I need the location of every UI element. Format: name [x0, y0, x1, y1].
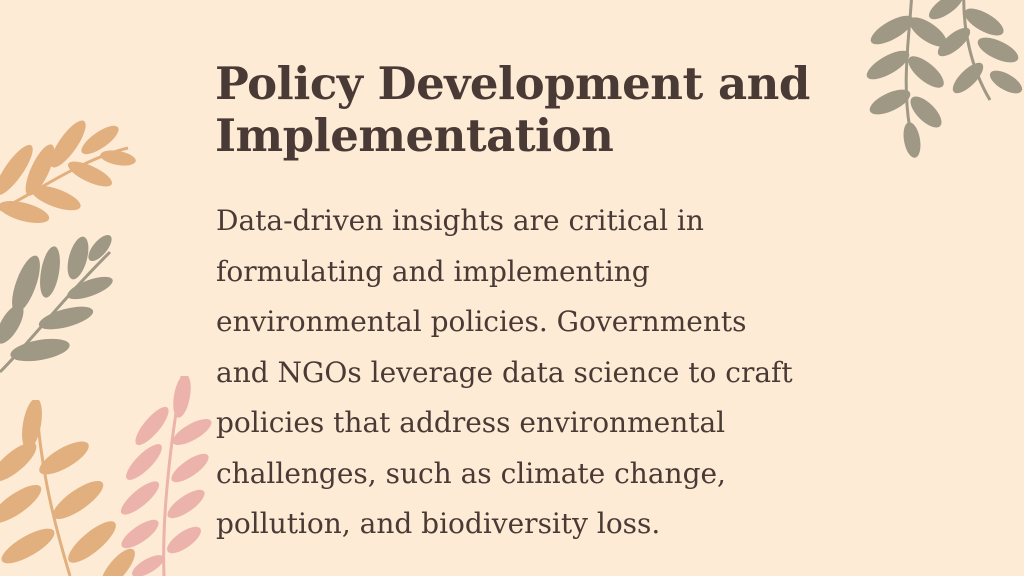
- pink-leaf-branch-icon: [120, 376, 212, 576]
- tan-leaf-branch-icon: [0, 400, 135, 576]
- olive-leaf-branch-icon: [0, 234, 113, 374]
- tan-leaf-branch-icon: [0, 120, 136, 223]
- slide-body-text: Data-driven insights are critical in for…: [216, 204, 793, 540]
- olive-branch-icon: [866, 0, 1023, 158]
- slide-title: Policy Development and Implementation: [215, 57, 810, 162]
